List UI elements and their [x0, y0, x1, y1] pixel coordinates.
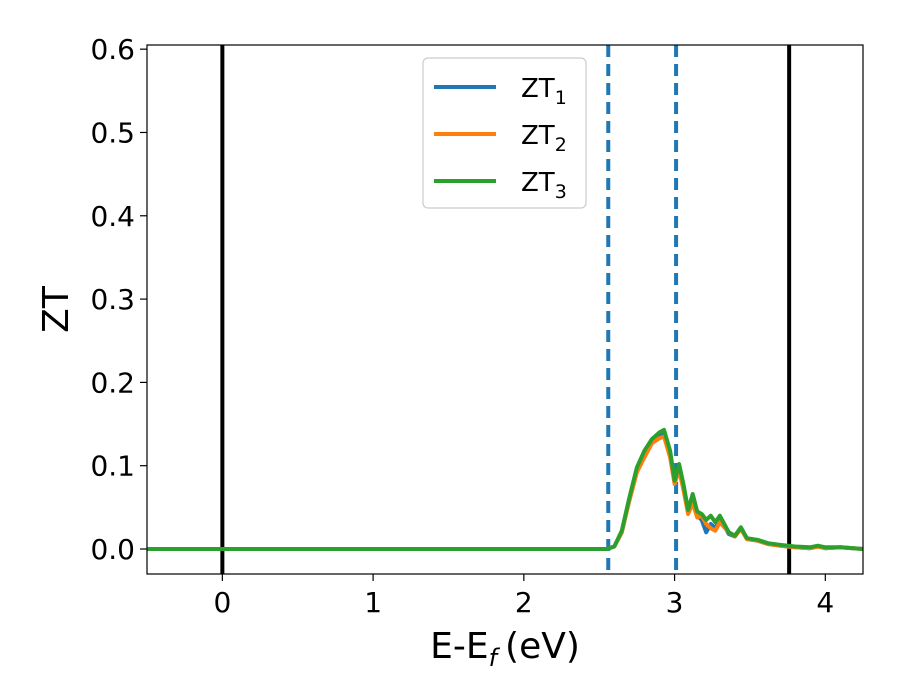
plot-frame [146, 44, 864, 575]
x-axis-label-subscript: f [489, 644, 501, 672]
x-axis-label-unit: (eV) [505, 626, 580, 667]
y-tick-label: 0.6 [90, 33, 135, 66]
x-axis-label: E-Ef (eV) [430, 626, 580, 672]
y-tick-label: 0.4 [90, 200, 135, 233]
y-axis-label: ZT [36, 285, 77, 333]
x-tick-label: 4 [816, 586, 834, 619]
x-axis-ticks: 0 1 2 3 4 [213, 574, 834, 619]
plot-content [147, 45, 863, 574]
legend-entry-1: ZT1 [521, 74, 567, 109]
x-tick-label: 3 [666, 586, 684, 619]
y-tick-label: 0.1 [90, 450, 135, 483]
y-tick-label: 0.5 [90, 116, 135, 149]
x-tick-label: 0 [213, 586, 231, 619]
x-tick-label: 1 [364, 586, 382, 619]
series-line-2 [147, 434, 863, 551]
legend: ZT1 ZT2 ZT3 [422, 57, 587, 209]
x-tick-label: 2 [515, 586, 533, 619]
legend-entry-3: ZT3 [521, 168, 567, 203]
y-tick-label: 0.2 [90, 366, 135, 399]
legend-frame [422, 57, 587, 209]
y-axis-ticks: 0.0 0.1 0.2 0.3 0.4 0.5 0.6 [90, 33, 147, 566]
y-tick-label: 0.0 [90, 533, 135, 566]
legend-entry-2: ZT2 [521, 121, 567, 156]
x-axis-label-main: E-E [430, 626, 488, 667]
series-line-3 [147, 427, 863, 551]
y-tick-label: 0.3 [90, 283, 135, 316]
series-line-1 [147, 430, 863, 551]
